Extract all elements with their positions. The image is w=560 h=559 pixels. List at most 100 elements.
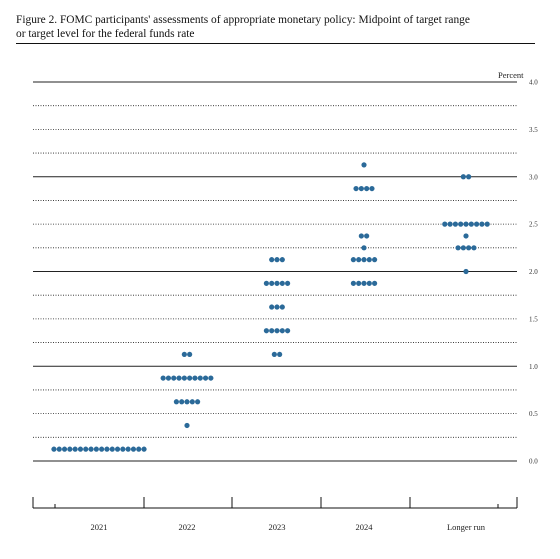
participant-dot [361,162,367,168]
participant-dot [285,328,291,334]
participant-dot [130,446,137,452]
x-category-label: 2024 [356,522,374,532]
participant-dot [160,375,166,381]
x-category-label: 2022 [179,522,196,532]
participant-dot [458,221,464,227]
participant-dot [120,446,126,452]
participant-dot [468,221,474,227]
y-tick-label: 0.5 [529,410,538,418]
participant-dot [187,351,193,358]
participant-dot [452,221,458,227]
participant-dot [285,280,291,286]
participant-dot [361,257,367,263]
participant-dot [466,174,472,180]
participant-dot [372,257,378,263]
participant-dot [484,221,490,227]
participant-dot [471,245,477,251]
participant-dot [364,233,370,239]
participant-dot [114,446,121,452]
participant-dot [197,375,203,381]
participant-dot [125,446,131,452]
participant-dot [442,221,448,227]
participant-dot [184,399,190,405]
figure-title-line-1: Figure 2. FOMC participants' assessments… [16,14,470,26]
participant-dot [109,446,115,452]
participant-dot [361,245,367,251]
title-rule [16,43,535,44]
participant-dot [269,280,275,286]
participant-dot [271,351,277,358]
participant-dot [181,351,187,358]
participant-dot [141,446,147,452]
figure-title-line-2: or target level for the federal funds ra… [16,28,195,40]
participant-dot [369,185,375,192]
participant-dot [279,328,285,334]
participant-dot [269,304,275,310]
participant-dot [93,446,99,452]
x-category-label: Longer run [447,522,486,532]
participant-dot [366,280,372,286]
participant-dot [460,245,466,251]
participant-dot [67,446,73,452]
participant-dot [184,422,190,429]
participant-dot [77,446,84,452]
participant-dot [104,446,110,452]
participant-dot [479,221,485,227]
participant-dot [189,399,195,405]
participant-dot [171,375,177,381]
participant-dot [358,185,364,192]
participant-dot [279,257,285,263]
participant-dot [269,328,275,334]
participant-dot [350,280,356,286]
participant-dot [372,280,378,286]
y-tick-label: 1.0 [529,363,538,371]
participant-dot [181,375,187,381]
participant-dot [269,257,275,263]
y-tick-label: 3.5 [529,126,538,134]
participant-dot [263,280,269,286]
participant-dot [56,446,62,452]
y-tick-label: 2.5 [529,221,538,229]
participant-dot [195,399,201,405]
participant-dot [61,446,68,452]
participant-dot [353,185,359,192]
y-tick-label: 1.5 [529,315,538,323]
figure-title: Figure 2. FOMC participants' assessments… [16,13,546,41]
participant-dot [208,375,214,381]
participant-dot [361,280,367,286]
participant-dot [447,221,453,227]
x-category-label: 2021 [91,522,108,532]
participant-dot [460,174,466,180]
x-category-label: 2023 [269,522,286,532]
participant-dot [72,446,78,452]
y-tick-label: 4.0 [529,79,538,87]
participant-dot [202,375,209,381]
participant-dot [274,304,280,310]
y-unit-label: Percent [498,70,524,80]
participant-dot [51,446,57,452]
y-tick-label: 0.0 [529,458,538,466]
participant-dot [187,375,193,381]
participant-dot [83,446,89,452]
participant-dot [88,446,94,452]
participant-dot [463,268,469,275]
participant-dot [165,375,172,381]
y-tick-label: 2.0 [529,268,538,276]
participant-dot [463,233,469,239]
participant-dot [356,257,362,263]
participant-dot [173,399,179,405]
participant-dot [466,245,472,251]
participant-dot [463,221,469,227]
participant-dot [179,399,185,405]
participant-dot [263,328,269,334]
participant-dot [356,280,362,286]
participant-dot [279,280,285,286]
participant-dot [99,446,105,452]
participant-dot [279,304,285,310]
participant-dot [176,375,182,381]
participant-dot [366,257,372,263]
participant-dot [350,257,356,263]
participant-dot [277,351,283,358]
participant-dot [358,233,364,239]
